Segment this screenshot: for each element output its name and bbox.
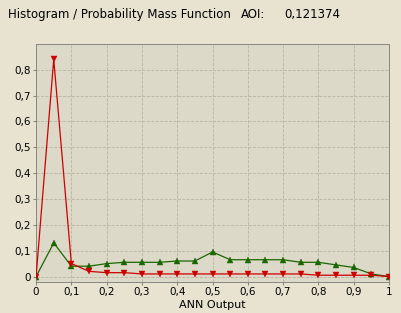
Text: Histogram / Probability Mass Function: Histogram / Probability Mass Function bbox=[8, 8, 231, 21]
Text: AOI:: AOI: bbox=[241, 8, 265, 21]
Text: 0,121374: 0,121374 bbox=[285, 8, 341, 21]
X-axis label: ANN Output: ANN Output bbox=[179, 300, 246, 310]
